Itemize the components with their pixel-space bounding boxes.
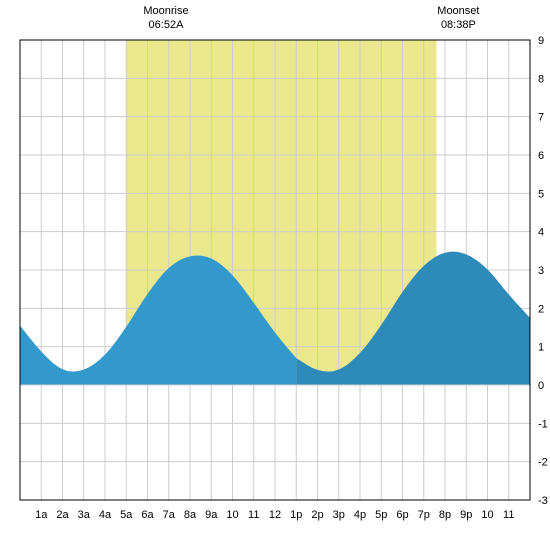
x-tick-label: 1a [35, 509, 48, 521]
x-tick-label: 9p [460, 509, 472, 521]
chart-svg: -3-2-101234567891a2a3a4a5a6a7a8a9a101112… [0, 0, 550, 550]
moonset-title: Moonset [437, 5, 479, 17]
x-tick-label: 4p [354, 509, 366, 521]
y-tick-label: -2 [538, 457, 548, 469]
y-tick-label: 8 [538, 73, 544, 85]
y-tick-label: 5 [538, 188, 544, 200]
x-tick-label: 11 [503, 509, 514, 521]
x-tick-label: 6p [396, 509, 408, 521]
x-tick-label: 11 [248, 509, 259, 521]
x-tick-label: 3p [333, 509, 345, 521]
x-tick-label: 3a [78, 509, 91, 521]
tide-chart: -3-2-101234567891a2a3a4a5a6a7a8a9a101112… [0, 0, 550, 550]
x-tick-label: 6a [141, 509, 154, 521]
moonrise-title: Moonrise [143, 5, 188, 17]
y-tick-label: -1 [538, 418, 548, 430]
x-tick-label: 2a [56, 509, 69, 521]
x-tick-label: 7p [418, 509, 430, 521]
moonrise-time: 06:52A [149, 19, 185, 31]
x-tick-label: 4a [99, 509, 112, 521]
x-tick-label: 12 [269, 509, 281, 521]
x-tick-label: 7a [163, 509, 176, 521]
x-tick-label: 10 [226, 509, 238, 521]
y-tick-label: 0 [538, 380, 544, 392]
x-tick-label: 1p [290, 509, 302, 521]
x-tick-label: 8a [184, 509, 197, 521]
y-tick-label: 2 [538, 303, 544, 315]
y-tick-label: 1 [538, 342, 544, 354]
y-tick-label: 6 [538, 150, 544, 162]
x-tick-label: 8p [439, 509, 451, 521]
y-tick-label: 4 [538, 227, 544, 239]
y-tick-label: 3 [538, 265, 544, 277]
y-tick-label: -3 [538, 495, 548, 507]
y-tick-label: 7 [538, 112, 544, 124]
x-tick-label: 2p [311, 509, 323, 521]
moonset-time: 08:38P [441, 19, 476, 31]
x-tick-label: 5p [375, 509, 387, 521]
x-tick-label: 10 [481, 509, 493, 521]
x-tick-label: 9a [205, 509, 218, 521]
x-tick-label: 5a [120, 509, 133, 521]
y-tick-label: 9 [538, 35, 544, 47]
